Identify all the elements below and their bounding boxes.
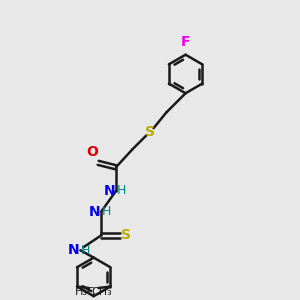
Text: S: S xyxy=(145,125,155,139)
Text: F: F xyxy=(181,35,190,50)
Text: H: H xyxy=(81,244,90,257)
Text: N: N xyxy=(89,205,100,219)
Text: N: N xyxy=(68,243,80,257)
Text: H: H xyxy=(102,205,111,218)
Text: H: H xyxy=(117,184,126,197)
Text: N: N xyxy=(103,184,115,198)
Text: S: S xyxy=(121,228,131,242)
Text: O: O xyxy=(86,145,98,159)
Text: CH₃: CH₃ xyxy=(92,287,112,298)
Text: H₃C: H₃C xyxy=(75,287,96,298)
